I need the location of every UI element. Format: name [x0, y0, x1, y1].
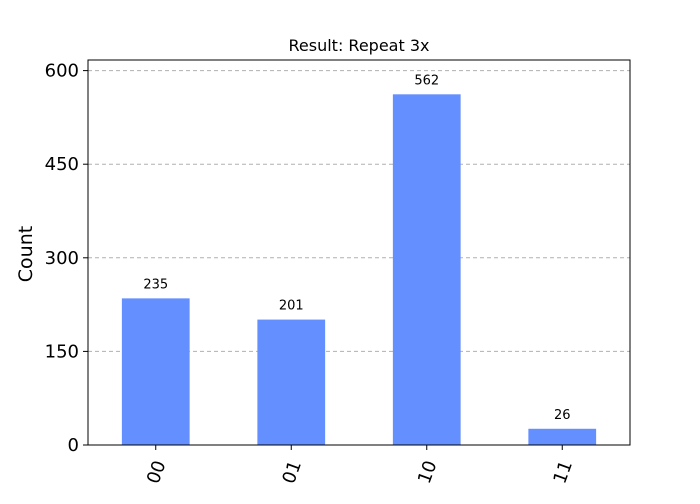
y-axis-ticks: 0 150 300 450 600	[45, 61, 88, 456]
bars	[121, 94, 597, 446]
x-axis-ticks: 00 01 10 11	[143, 445, 577, 487]
x-tick-label-00: 00	[143, 458, 171, 487]
bar-11	[528, 428, 597, 445]
value-labels: 235 201 562 26	[143, 73, 570, 422]
y-tick-label: 600	[45, 61, 79, 82]
bar-00	[121, 298, 190, 445]
bar-01	[257, 319, 326, 445]
y-tick-label: 0	[68, 435, 79, 456]
value-label-01: 201	[279, 299, 304, 314]
x-tick-label-10: 10	[414, 458, 442, 487]
plot-frame	[87, 59, 631, 446]
y-tick-label: 150	[45, 341, 79, 362]
y-tick-label: 300	[45, 248, 79, 269]
y-tick-label: 450	[45, 154, 79, 175]
value-label-00: 235	[143, 277, 168, 292]
bar-10	[392, 94, 461, 446]
y-axis-label: Count	[15, 226, 37, 282]
x-tick-label-01: 01	[278, 458, 306, 487]
value-label-11: 26	[554, 408, 571, 423]
chart-title: Result: Repeat 3x	[289, 36, 430, 55]
gridlines	[88, 70, 630, 352]
x-tick-label-11: 11	[549, 458, 577, 487]
value-label-10: 562	[414, 73, 439, 88]
